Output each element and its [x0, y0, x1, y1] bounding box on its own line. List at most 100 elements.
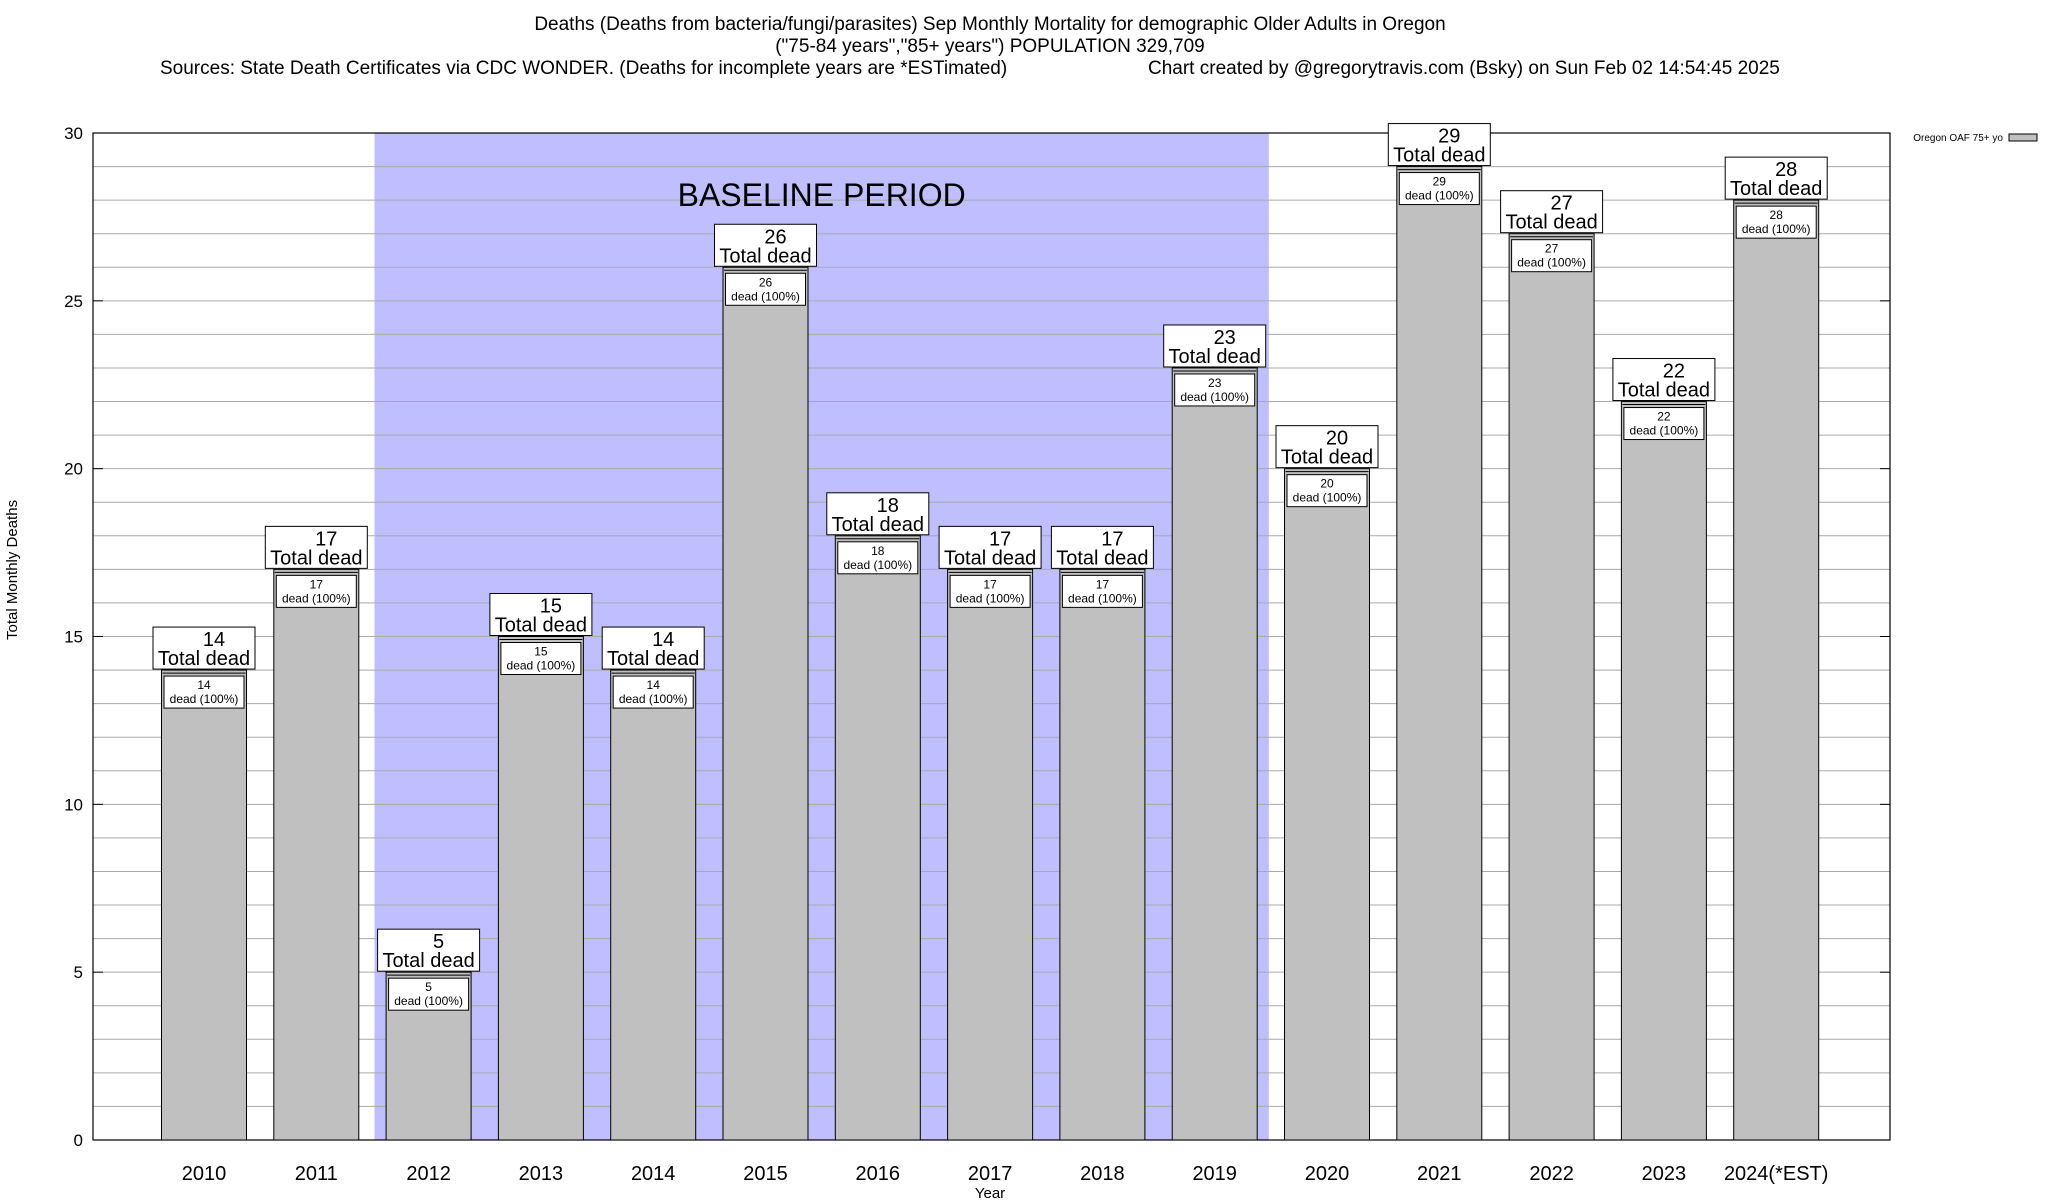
inner-label-value: 5	[425, 980, 432, 994]
total-label-box	[1163, 324, 1267, 368]
total-label-text: Total dead	[1730, 178, 1822, 200]
total-label-text: Total dead	[495, 615, 587, 637]
inner-label-box	[1735, 205, 1817, 239]
inner-label-value: 28	[1770, 208, 1784, 222]
inner-label-box	[1174, 373, 1256, 407]
total-label-text: Total dead	[158, 648, 250, 670]
inner-label-text: dead (100%)	[170, 692, 239, 706]
x-tick-label: 2019	[1192, 1163, 1237, 1185]
total-label-box	[1275, 425, 1379, 469]
inner-label-box	[388, 977, 470, 1011]
inner-label-text: dead (100%)	[619, 692, 688, 706]
total-label-box	[1387, 123, 1491, 167]
y-tick-label: 5	[74, 963, 83, 982]
total-label-text: Total dead	[382, 950, 474, 972]
legend-label: Oregon OAF 75+ yo	[1913, 133, 2003, 144]
inner-label-box	[837, 541, 919, 575]
total-label-value: 29	[1438, 126, 1460, 148]
total-label-text: Total dead	[1056, 547, 1148, 569]
inner-label-value: 18	[871, 544, 885, 558]
inner-label-text: dead (100%)	[1068, 591, 1137, 605]
bar	[161, 669, 247, 1141]
total-label-text: Total dead	[1505, 212, 1597, 234]
inner-label-box	[1286, 474, 1368, 508]
inner-label-value: 20	[1320, 477, 1334, 491]
x-tick-label: 2017	[968, 1163, 1013, 1185]
bar	[1059, 568, 1146, 1141]
inner-label-box	[500, 642, 582, 675]
total-label-value: 14	[652, 629, 674, 651]
inner-label-text: dead (100%)	[1517, 256, 1586, 270]
x-axis-label: Year	[975, 1185, 1005, 1200]
inner-label-text: dead (100%)	[282, 591, 351, 605]
total-label-text: Total dead	[1169, 346, 1261, 368]
total-label-text: Total dead	[719, 245, 811, 267]
total-label-value: 14	[203, 629, 225, 651]
x-tick-label: 2020	[1305, 1163, 1350, 1185]
bar	[1620, 401, 1707, 1141]
inner-label-box	[1623, 407, 1705, 441]
x-tick-label: 2013	[519, 1163, 564, 1185]
inner-label-value: 14	[197, 678, 211, 692]
bar	[1396, 166, 1483, 1141]
total-label-box	[489, 593, 593, 636]
x-tick-label: 2023	[1642, 1163, 1687, 1185]
inner-label-text: dead (100%)	[394, 994, 463, 1008]
total-label-box	[601, 626, 705, 670]
x-tick-label: 2024(*EST)	[1724, 1163, 1829, 1185]
y-tick-label: 25	[64, 292, 83, 311]
total-label-value: 20	[1326, 428, 1348, 450]
inner-label-box	[163, 675, 245, 709]
inner-label-value: 23	[1208, 376, 1222, 390]
total-label-value: 28	[1775, 159, 1797, 181]
total-label-value: 17	[1101, 528, 1123, 550]
inner-label-text: dead (100%)	[843, 558, 912, 572]
baseline-period-label: BASELINE PERIOD	[678, 177, 966, 213]
inner-label-text: dead (100%)	[1742, 222, 1811, 236]
total-label-box	[714, 223, 817, 267]
chart-credit: Chart created by @gregorytravis.com (Bsk…	[1148, 58, 1780, 79]
chart-source-line: Sources: State Death Certificates via CD…	[0, 58, 1980, 80]
total-label-text: Total dead	[944, 547, 1036, 569]
x-tick-label: 2015	[743, 1163, 788, 1185]
inner-label-value: 15	[534, 645, 548, 659]
inner-label-box	[1511, 239, 1593, 273]
inner-label-text: dead (100%)	[1405, 189, 1474, 203]
x-tick-label: 2021	[1417, 1163, 1462, 1185]
total-label-value: 15	[540, 596, 562, 618]
bar	[1508, 233, 1595, 1141]
total-label-value: 22	[1663, 361, 1685, 383]
x-tick-label: 2010	[182, 1163, 227, 1185]
total-label-box	[938, 525, 1042, 569]
x-tick-label: 2016	[856, 1163, 901, 1185]
chart-title: Deaths (Deaths from bacteria/fungi/paras…	[534, 14, 1446, 35]
total-label-box	[826, 492, 930, 536]
total-label-box	[1500, 190, 1604, 234]
bar	[1284, 468, 1370, 1141]
total-label-text: Total dead	[270, 547, 362, 569]
inner-label-text: dead (100%)	[1630, 424, 1699, 438]
inner-label-value: 26	[759, 275, 773, 289]
total-label-box	[152, 626, 256, 670]
inner-label-text: dead (100%)	[956, 591, 1025, 605]
x-tick-label: 2022	[1529, 1163, 1574, 1185]
y-tick-label: 20	[64, 460, 83, 479]
inner-label-value: 22	[1657, 410, 1671, 424]
inner-label-box	[949, 574, 1031, 608]
total-label-text: Total dead	[1618, 380, 1710, 402]
total-label-box	[1724, 156, 1828, 200]
bar	[1733, 199, 1820, 1141]
total-label-value: 23	[1214, 327, 1236, 349]
total-label-text: Total dead	[607, 648, 699, 670]
inner-label-value: 27	[1545, 242, 1559, 256]
inner-label-box	[1398, 172, 1480, 206]
bar	[610, 669, 697, 1141]
inner-label-text: dead (100%)	[1293, 491, 1362, 505]
chart-source: Sources: State Death Certificates via CD…	[160, 58, 1008, 79]
total-label-box	[264, 525, 368, 569]
total-label-box	[1612, 358, 1716, 402]
total-label-value: 17	[989, 528, 1011, 550]
total-label-value: 18	[877, 495, 899, 517]
inner-label-box	[612, 675, 694, 709]
